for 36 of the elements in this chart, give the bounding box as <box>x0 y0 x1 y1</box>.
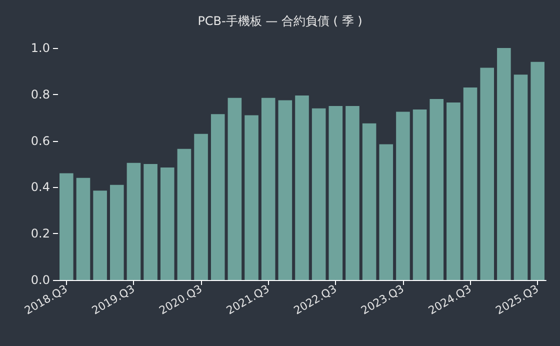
bar <box>160 167 174 280</box>
bar <box>76 178 90 280</box>
y-tick-label: 0.6 <box>30 134 50 148</box>
bar <box>126 162 141 280</box>
bar <box>278 100 292 280</box>
y-tick-label: 0.2 <box>30 226 50 241</box>
bar <box>93 190 107 280</box>
bar <box>480 68 494 280</box>
bar <box>514 74 528 280</box>
bar <box>210 114 225 280</box>
bar <box>396 112 410 280</box>
bar <box>312 108 326 280</box>
bar <box>412 109 427 280</box>
bar <box>295 96 309 280</box>
bar <box>60 173 74 280</box>
bar <box>110 184 124 280</box>
bar <box>362 123 376 280</box>
bar <box>244 115 258 280</box>
y-tick-label: 0.0 <box>30 273 50 287</box>
bar <box>379 144 394 280</box>
bar <box>177 148 192 280</box>
chart-title: PCB-手機板 — 合約負債 ( 季 ) <box>198 14 362 28</box>
bar <box>430 99 444 280</box>
bar <box>228 98 242 280</box>
bar <box>530 62 544 280</box>
bar <box>446 102 460 280</box>
y-tick-label: 0.4 <box>30 180 50 194</box>
bar <box>144 164 158 280</box>
bar <box>497 48 511 280</box>
y-tick-label: 0.8 <box>30 87 50 102</box>
bar <box>261 98 276 280</box>
bar <box>328 106 343 280</box>
bar <box>194 134 208 280</box>
bar <box>346 106 360 280</box>
y-tick-label: 1.0 <box>30 41 50 55</box>
bar <box>463 87 478 280</box>
